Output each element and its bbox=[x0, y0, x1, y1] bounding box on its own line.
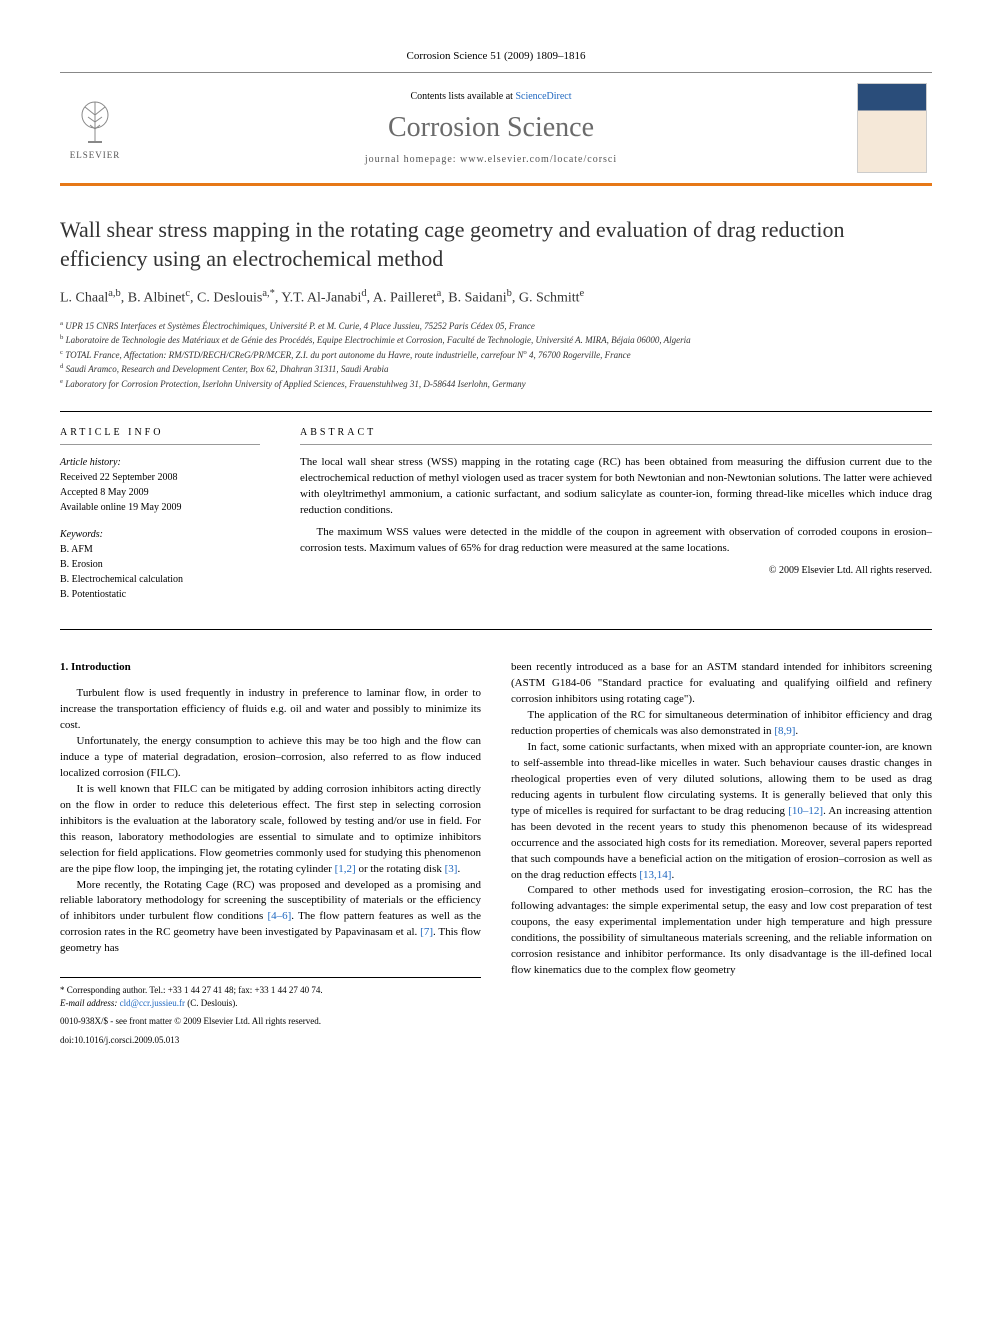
history-line: Received 22 September 2008 bbox=[60, 470, 260, 485]
section-heading: 1. Introduction bbox=[60, 660, 481, 676]
article-info-heading: ARTICLE INFO bbox=[60, 427, 260, 445]
journal-cover-thumb bbox=[857, 83, 927, 173]
abstract-heading: ABSTRACT bbox=[300, 427, 932, 445]
body-para: More recently, the Rotating Cage (RC) wa… bbox=[60, 878, 481, 958]
body-para: Turbulent flow is used frequently in ind… bbox=[60, 686, 481, 734]
email-line: E-mail address: cld@ccr.jussieu.fr (C. D… bbox=[60, 997, 481, 1010]
footer-doi: doi:10.1016/j.corsci.2009.05.013 bbox=[60, 1034, 481, 1047]
homepage-line: journal homepage: www.elsevier.com/locat… bbox=[365, 154, 617, 165]
page-container: Corrosion Science 51 (2009) 1809–1816 EL… bbox=[0, 0, 992, 1097]
homepage-prefix: journal homepage: bbox=[365, 154, 460, 165]
affiliation: b Laboratoire de Technologie des Matéria… bbox=[60, 333, 932, 348]
body-col-right: been recently introduced as a base for a… bbox=[511, 660, 932, 1046]
abstract-copyright: © 2009 Elsevier Ltd. All rights reserved… bbox=[300, 565, 932, 576]
info-abstract-row: ARTICLE INFO Article history: Received 2… bbox=[60, 411, 932, 630]
affiliation: d Saudi Aramco, Research and Development… bbox=[60, 362, 932, 377]
keywords-label: Keywords: bbox=[60, 527, 260, 542]
body-para: It is well known that FILC can be mitiga… bbox=[60, 782, 481, 878]
keyword: B. Potentiostatic bbox=[60, 587, 260, 602]
article-title: Wall shear stress mapping in the rotatin… bbox=[60, 216, 932, 273]
body-para: The application of the RC for simultaneo… bbox=[511, 708, 932, 740]
abstract-col: ABSTRACT The local wall shear stress (WS… bbox=[300, 427, 932, 614]
article-history-block: Article history: Received 22 September 2… bbox=[60, 455, 260, 515]
corresponding-author-line: * Corresponding author. Tel.: +33 1 44 2… bbox=[60, 984, 481, 997]
footer-copyright: 0010-938X/$ - see front matter © 2009 El… bbox=[60, 1015, 481, 1028]
keyword: B. AFM bbox=[60, 542, 260, 557]
body-col-left: 1. Introduction Turbulent flow is used f… bbox=[60, 660, 481, 1046]
email-link[interactable]: cld@ccr.jussieu.fr bbox=[120, 998, 185, 1008]
footnote-block: * Corresponding author. Tel.: +33 1 44 2… bbox=[60, 977, 481, 1009]
sciencedirect-link[interactable]: ScienceDirect bbox=[515, 91, 571, 102]
journal-ref-line: Corrosion Science 51 (2009) 1809–1816 bbox=[60, 50, 932, 62]
journal-header-box: ELSEVIER Contents lists available at Sci… bbox=[60, 72, 932, 186]
history-label: Article history: bbox=[60, 455, 260, 470]
body-columns: 1. Introduction Turbulent flow is used f… bbox=[60, 660, 932, 1046]
email-name: (C. Deslouis). bbox=[187, 998, 237, 1008]
keyword: B. Erosion bbox=[60, 557, 260, 572]
abstract-para: The local wall shear stress (WSS) mappin… bbox=[300, 455, 932, 519]
contents-line: Contents lists available at ScienceDirec… bbox=[410, 91, 571, 102]
keyword: B. Electrochemical calculation bbox=[60, 572, 260, 587]
history-line: Accepted 8 May 2009 bbox=[60, 485, 260, 500]
affiliation: c TOTAL France, Affectation: RM/STD/RECH… bbox=[60, 348, 932, 363]
abstract-para: The maximum WSS values were detected in … bbox=[300, 525, 932, 557]
body-para: Compared to other methods used for inves… bbox=[511, 883, 932, 979]
elsevier-logo-block: ELSEVIER bbox=[60, 73, 130, 183]
elsevier-tree-icon bbox=[70, 97, 120, 147]
authors-line: L. Chaala,b, B. Albinetc, C. Deslouisa,*… bbox=[60, 288, 932, 307]
abstract-text: The local wall shear stress (WSS) mappin… bbox=[300, 455, 932, 557]
elsevier-label: ELSEVIER bbox=[70, 150, 121, 160]
body-para: In fact, some cationic surfactants, when… bbox=[511, 740, 932, 883]
affiliation: a UPR 15 CNRS Interfaces et Systèmes Éle… bbox=[60, 319, 932, 334]
contents-prefix: Contents lists available at bbox=[410, 91, 515, 102]
body-para: been recently introduced as a base for a… bbox=[511, 660, 932, 708]
history-line: Available online 19 May 2009 bbox=[60, 500, 260, 515]
header-center: Contents lists available at ScienceDirec… bbox=[130, 73, 852, 183]
affiliations-block: a UPR 15 CNRS Interfaces et Systèmes Éle… bbox=[60, 319, 932, 392]
journal-name: Corrosion Science bbox=[388, 112, 594, 144]
article-info-col: ARTICLE INFO Article history: Received 2… bbox=[60, 427, 260, 614]
email-label: E-mail address: bbox=[60, 998, 117, 1008]
homepage-url[interactable]: www.elsevier.com/locate/corsci bbox=[460, 154, 617, 165]
keywords-block: Keywords: B. AFM B. Erosion B. Electroch… bbox=[60, 527, 260, 602]
affiliation: e Laboratory for Corrosion Protection, I… bbox=[60, 377, 932, 392]
body-para: Unfortunately, the energy consumption to… bbox=[60, 734, 481, 782]
